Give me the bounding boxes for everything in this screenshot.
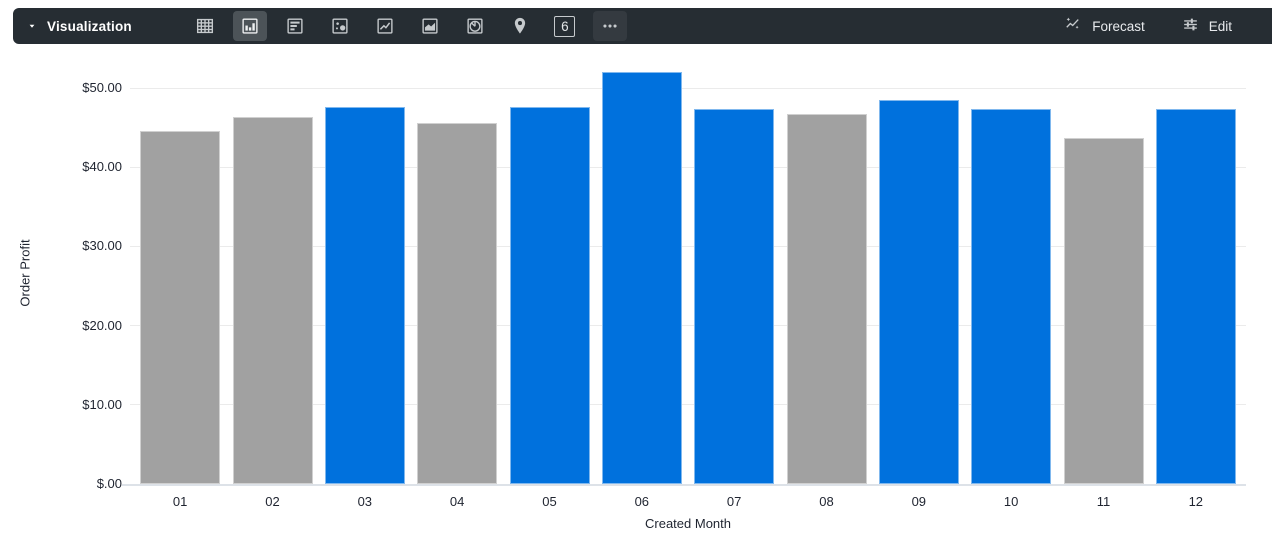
column-chart-icon — [239, 15, 261, 37]
table-icon — [194, 15, 216, 37]
bar-chart-horizontal-button[interactable] — [278, 11, 312, 41]
single-value-button[interactable]: 6 — [548, 11, 582, 41]
bar-chart-horizontal-icon — [284, 15, 306, 37]
bar-01[interactable] — [140, 130, 221, 484]
gridline-10 — [130, 404, 1246, 406]
bar-10[interactable] — [971, 109, 1052, 484]
y-axis-title: Order Profit — [17, 239, 33, 307]
x-tick-label: 07 — [726, 494, 742, 509]
bar-04[interactable] — [417, 122, 498, 484]
forecast-button[interactable]: Forecast — [1064, 15, 1145, 37]
area-chart-icon — [419, 15, 441, 37]
line-chart-button[interactable] — [368, 11, 402, 41]
gridline-30 — [130, 245, 1246, 247]
bar-02[interactable] — [232, 116, 313, 484]
bar-03[interactable] — [324, 107, 405, 484]
column-chart-button[interactable] — [232, 11, 267, 41]
toolbar-title[interactable]: Visualization — [47, 18, 132, 34]
x-tick-label: 03 — [357, 494, 373, 509]
gridline-40 — [130, 166, 1246, 168]
x-tick-label: 05 — [542, 494, 557, 509]
x-tick-label: 11 — [1096, 494, 1111, 509]
y-tick-label: $30.00 — [82, 238, 122, 254]
x-tick-label: 09 — [911, 494, 927, 509]
area-chart-button[interactable] — [413, 11, 447, 41]
more-options-button[interactable] — [592, 11, 627, 41]
bar-05[interactable] — [509, 107, 590, 484]
pie-chart-icon — [464, 15, 486, 37]
bar-08[interactable] — [786, 114, 867, 484]
bar-09[interactable] — [878, 99, 959, 484]
bar-07[interactable] — [694, 109, 775, 484]
more-options-icon — [599, 15, 621, 37]
scatter-chart-icon — [329, 15, 351, 37]
scatter-chart-button[interactable] — [323, 11, 357, 41]
bar-11[interactable] — [1063, 137, 1144, 484]
y-tick-label: $.00 — [96, 476, 122, 491]
x-tick-label: 02 — [265, 494, 280, 509]
x-tick-label: 12 — [1188, 494, 1204, 509]
x-tick-label: 06 — [634, 494, 650, 509]
edit-button-label: Edit — [1208, 18, 1232, 34]
pie-chart-button[interactable] — [458, 11, 492, 41]
y-tick-label: $40.00 — [82, 159, 122, 175]
chart-type-icon-row: 6 — [188, 11, 627, 41]
gridline-0 — [122, 484, 1246, 486]
forecast-button-label: Forecast — [1092, 18, 1145, 34]
map-pin-button[interactable] — [503, 11, 537, 41]
x-tick-label: 04 — [449, 494, 465, 509]
edit-button[interactable]: Edit — [1181, 15, 1232, 37]
bar-12[interactable] — [1155, 109, 1236, 484]
x-tick-label: 01 — [172, 494, 188, 509]
y-tick-label: $20.00 — [82, 317, 122, 333]
caret-down-icon[interactable] — [26, 20, 38, 32]
gridline-50 — [130, 87, 1246, 89]
visualization-toolbar: Visualization 6 Forecast — [13, 8, 1272, 44]
table-button[interactable] — [188, 11, 222, 41]
y-tick-label: $10.00 — [82, 396, 122, 412]
bar-06[interactable] — [601, 72, 682, 484]
edit-icon — [1181, 15, 1200, 37]
y-tick-label: $50.00 — [82, 80, 122, 95]
bar-chart: Order Profit Created Month $.00 $10.00 $20… — [0, 44, 1272, 560]
x-tick-label: 10 — [1003, 494, 1019, 509]
line-chart-icon — [374, 15, 396, 37]
x-axis-title: Created Month — [645, 516, 731, 531]
single-value-icon: 6 — [554, 15, 576, 37]
x-tick-label: 08 — [819, 494, 834, 509]
gridline-20 — [130, 325, 1246, 327]
map-pin-icon — [509, 15, 531, 37]
forecast-icon — [1064, 15, 1083, 37]
